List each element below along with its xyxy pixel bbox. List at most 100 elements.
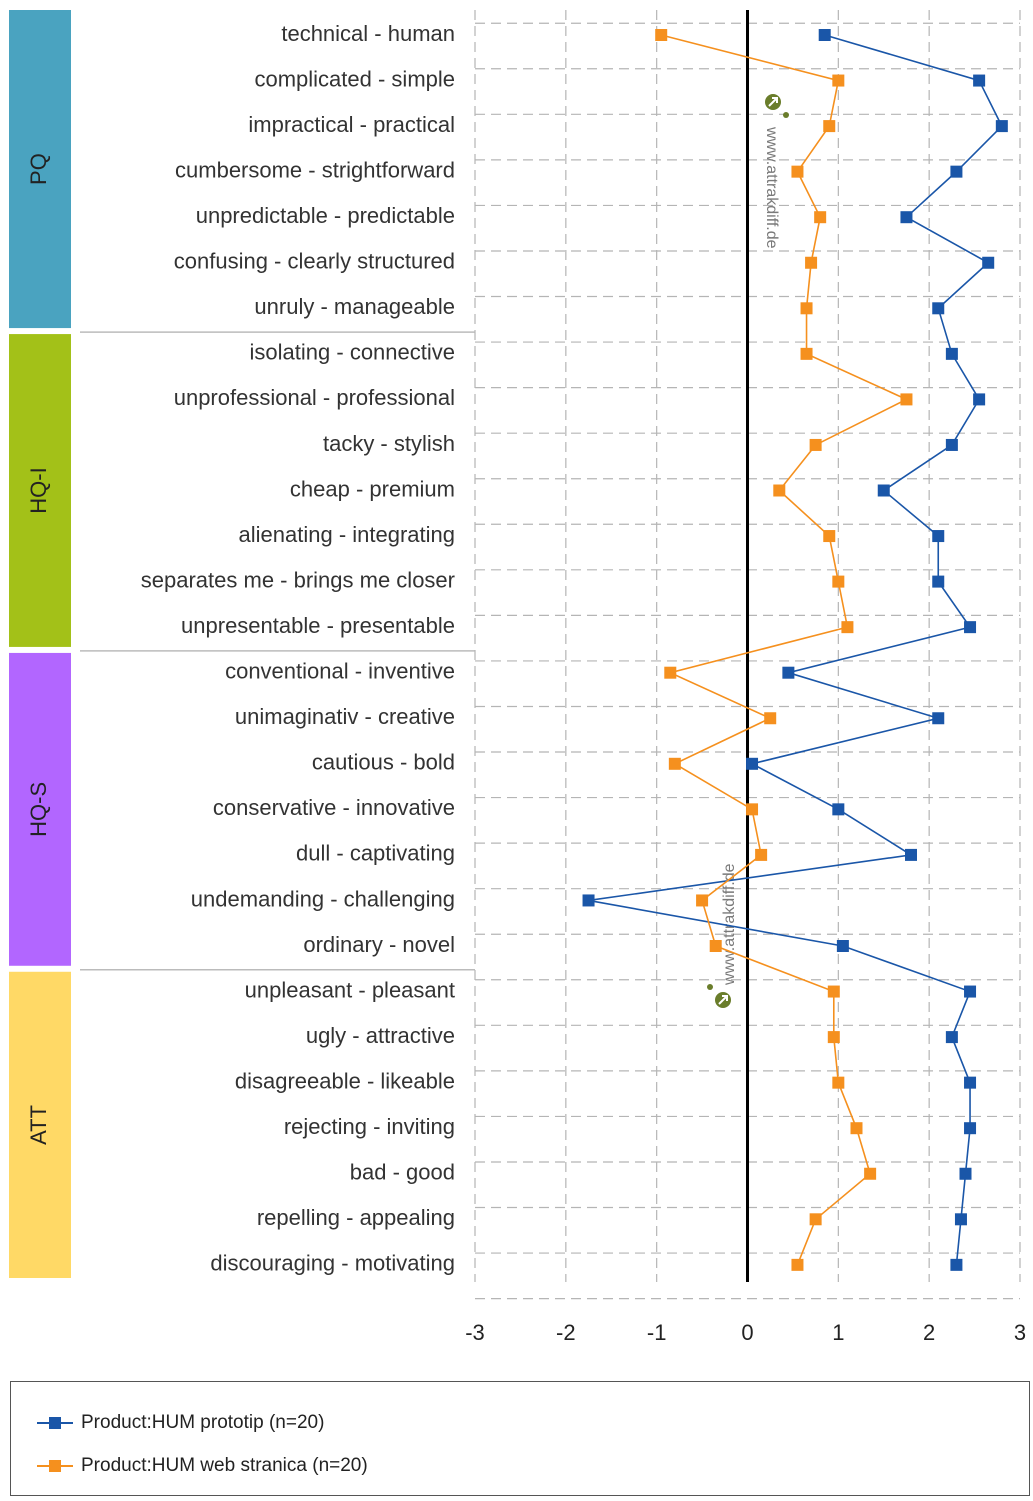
attrakdiff-logo-icon (765, 94, 789, 118)
word-pair-label: unimaginativ - creative (235, 704, 455, 729)
legend-label-series-2: Product:HUM web stranica (n=20) (81, 1455, 368, 1476)
data-point-series-1 (836, 940, 849, 952)
x-tick-label: -3 (465, 1320, 485, 1345)
series-line-1 (588, 34, 1003, 1265)
word-pair-label: complicated - simple (254, 66, 455, 91)
word-pair-label: cautious - bold (312, 750, 455, 775)
x-tick-label: 0 (741, 1320, 753, 1345)
word-pair-label: dull - captivating (296, 841, 455, 866)
data-point-series-1 (877, 484, 890, 497)
data-point-series-2 (832, 1076, 845, 1089)
watermark-text: www.attrakdiff.de (763, 126, 780, 249)
data-point-series-1 (932, 575, 945, 588)
watermarks: www.attrakdiff.de www.attrakdiff.de (707, 94, 789, 1008)
data-point-series-2 (841, 621, 854, 634)
word-pair-label: ugly - attractive (306, 1023, 455, 1048)
word-pair-label: conservative - innovative (213, 795, 455, 820)
word-pair-label: discouraging - motivating (210, 1251, 455, 1276)
data-point-series-1 (950, 1258, 963, 1271)
group-band-hq-s (9, 652, 71, 966)
word-pair-label: alienating - integrating (239, 522, 455, 547)
x-tick-label: 1 (832, 1320, 844, 1345)
data-point-series-1 (954, 1213, 967, 1226)
x-axis-ticks: -3 -2 -1 0 1 2 3 (465, 1320, 1026, 1345)
x-tick-label: -1 (647, 1320, 667, 1345)
item-labels: technical - human complicated - simple imp… (141, 21, 455, 1276)
data-point-series-1 (900, 211, 913, 224)
group-label-att: ATT (26, 1105, 51, 1145)
data-point-series-2 (664, 666, 677, 679)
data-point-series-1 (818, 29, 831, 41)
word-pair-label: separates me - brings me closer (141, 567, 455, 592)
data-point-series-1 (782, 666, 795, 679)
data-point-series-2 (755, 848, 768, 861)
data-point-series-1 (964, 621, 977, 634)
data-point-series-2 (864, 1167, 877, 1180)
word-pair-label: disagreeable - likeable (235, 1068, 455, 1093)
data-point-series-1 (932, 712, 945, 725)
data-point-series-1 (932, 530, 945, 543)
word-pair-label: rejecting - inviting (284, 1114, 455, 1139)
data-point-series-2 (668, 757, 681, 770)
word-pair-label: impractical - practical (248, 112, 455, 137)
data-point-series-1 (945, 347, 958, 360)
legend-item-series-2: Product:HUM web stranica (n=20) (35, 1453, 368, 1479)
data-point-series-2 (832, 74, 845, 87)
x-tick-label: 2 (923, 1320, 935, 1345)
data-point-series-1 (995, 120, 1008, 133)
data-point-series-2 (791, 165, 804, 178)
data-point-series-2 (809, 1213, 822, 1226)
data-point-series-1 (832, 803, 845, 816)
word-pair-label: repelling - appealing (257, 1205, 455, 1230)
word-pair-label: unpredictable - predictable (196, 203, 455, 228)
data-point-series-1 (964, 985, 977, 998)
attrakdiff-logo-icon (707, 984, 731, 1008)
group-band-hq-i (9, 334, 71, 647)
attrakdiff-word-pair-chart: PQ HQ-I HQ-S ATT technical - human complicat… (9, 10, 1026, 1345)
word-pair-label: conventional - inventive (225, 659, 455, 684)
data-point-series-2 (805, 256, 818, 269)
data-point-series-1 (746, 757, 759, 770)
data-point-series-2 (800, 302, 813, 315)
group-band-pq (9, 10, 71, 329)
word-pair-label: isolating - connective (250, 340, 455, 365)
group-band-att (9, 971, 71, 1278)
legend: Product:HUM prototip (n=20) Product:HUM … (10, 1381, 1030, 1496)
group-label-hq-i: HQ-I (26, 467, 51, 513)
word-pair-label: cheap - premium (290, 476, 455, 501)
data-point-series-1 (964, 1076, 977, 1089)
word-pair-label: ordinary - novel (303, 932, 455, 957)
data-point-series-1 (982, 256, 995, 269)
group-bands: PQ HQ-I HQ-S ATT (9, 10, 475, 1278)
data-point-series-2 (655, 29, 668, 41)
data-point-series-2 (809, 438, 822, 451)
series-line-2 (661, 34, 909, 1266)
series-layer (582, 29, 1008, 1271)
data-point-series-2 (791, 1258, 804, 1271)
word-pair-label: confusing - clearly structured (174, 249, 455, 274)
data-point-series-2 (850, 1122, 863, 1135)
legend-swatch-series-1 (35, 1413, 75, 1433)
word-pair-label: unprofessional - professional (174, 385, 455, 410)
watermark-text: www.attrakdiff.de (721, 863, 738, 986)
data-point-series-2 (709, 940, 722, 952)
data-point-series-2 (827, 985, 840, 998)
data-point-series-2 (746, 803, 759, 816)
data-point-series-2 (800, 347, 813, 360)
group-label-pq: PQ (26, 153, 51, 185)
data-point-series-2 (900, 393, 913, 406)
data-point-series-2 (823, 120, 836, 133)
legend-label-series-1: Product:HUM prototip (n=20) (81, 1412, 325, 1433)
word-pair-label: undemanding - challenging (191, 886, 455, 911)
data-point-series-1 (945, 1031, 958, 1044)
word-pair-label: tacky - stylish (323, 431, 455, 456)
data-point-series-2 (773, 484, 786, 497)
word-pair-label: technical - human (281, 21, 455, 46)
data-point-series-2 (814, 211, 827, 224)
x-tick-label: -2 (556, 1320, 576, 1345)
word-pair-label: unruly - manageable (254, 294, 455, 319)
data-point-series-1 (964, 1122, 977, 1135)
data-point-series-1 (932, 302, 945, 315)
data-point-series-1 (905, 848, 917, 861)
data-point-series-2 (832, 575, 845, 588)
